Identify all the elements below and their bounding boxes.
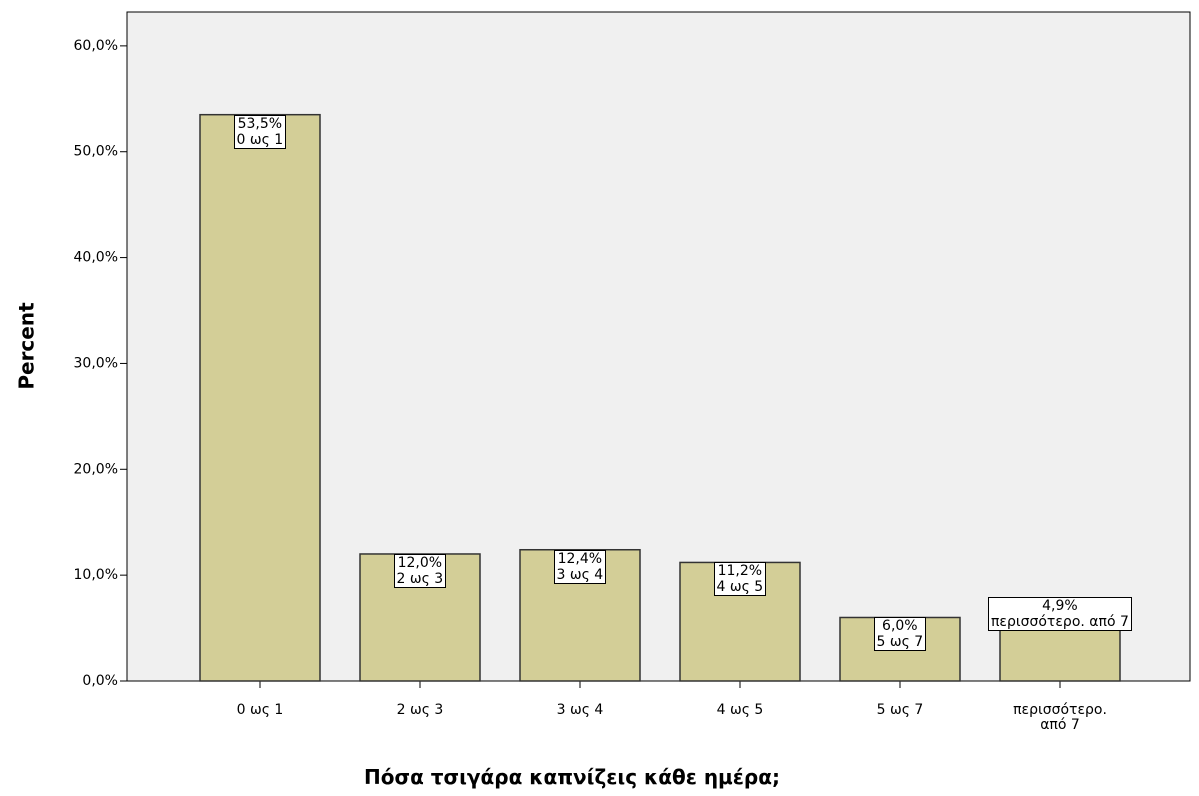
y-tick-label: 10,0% — [74, 567, 118, 583]
x-tick-label: 4 ως 5 — [716, 702, 764, 718]
bar — [999, 628, 1121, 682]
y-tick-label: 60,0% — [74, 38, 118, 54]
data-label-value: 12,0% — [397, 554, 443, 571]
y-tick-label: 40,0% — [74, 250, 118, 266]
x-axis-title: Πόσα τσιγάρα καπνίζεις κάθε ημέρα; — [364, 765, 780, 789]
data-label-value: 11,2% — [717, 563, 763, 580]
data-label: 4,9% περισσότερο. από 7 — [988, 597, 1132, 632]
x-tick-label: περισσότερο. από 7 — [1013, 702, 1107, 733]
x-tick-label: 3 ως 4 — [556, 702, 604, 718]
data-label-category: 5 ως 7 — [876, 634, 924, 651]
data-label-category: 2 ως 3 — [396, 570, 444, 587]
y-tick-label: 30,0% — [74, 355, 118, 371]
x-tick-label: 2 ως 3 — [396, 702, 444, 718]
data-label-category: περισσότερο. από 7 — [991, 614, 1129, 631]
y-tick-label: 0,0% — [82, 673, 118, 689]
data-label-value: 6,0% — [882, 618, 918, 635]
data-label-value: 53,5% — [237, 115, 283, 132]
data-label: 11,2% 4 ως 5 — [713, 562, 767, 597]
data-label-category: 0 ως 1 — [236, 131, 284, 148]
x-tick-label: 5 ως 7 — [876, 702, 924, 718]
data-label: 53,5% 0 ως 1 — [233, 114, 287, 149]
bar — [519, 548, 641, 682]
x-tick-label: 0 ως 1 — [236, 702, 284, 718]
data-label-value: 4,9% — [1042, 598, 1078, 615]
y-axis-title: Percent — [15, 302, 39, 390]
y-tick-label: 50,0% — [74, 144, 118, 160]
data-label-category: 4 ως 5 — [716, 579, 764, 596]
data-label: 12,0% 2 ως 3 — [393, 553, 447, 588]
data-label: 6,0% 5 ως 7 — [873, 617, 927, 652]
data-label-value: 12,4% — [557, 550, 603, 567]
data-label: 12,4% 3 ως 4 — [553, 549, 607, 584]
bar — [199, 113, 321, 682]
data-label-category: 3 ως 4 — [556, 566, 604, 583]
y-tick-label: 20,0% — [74, 461, 118, 477]
